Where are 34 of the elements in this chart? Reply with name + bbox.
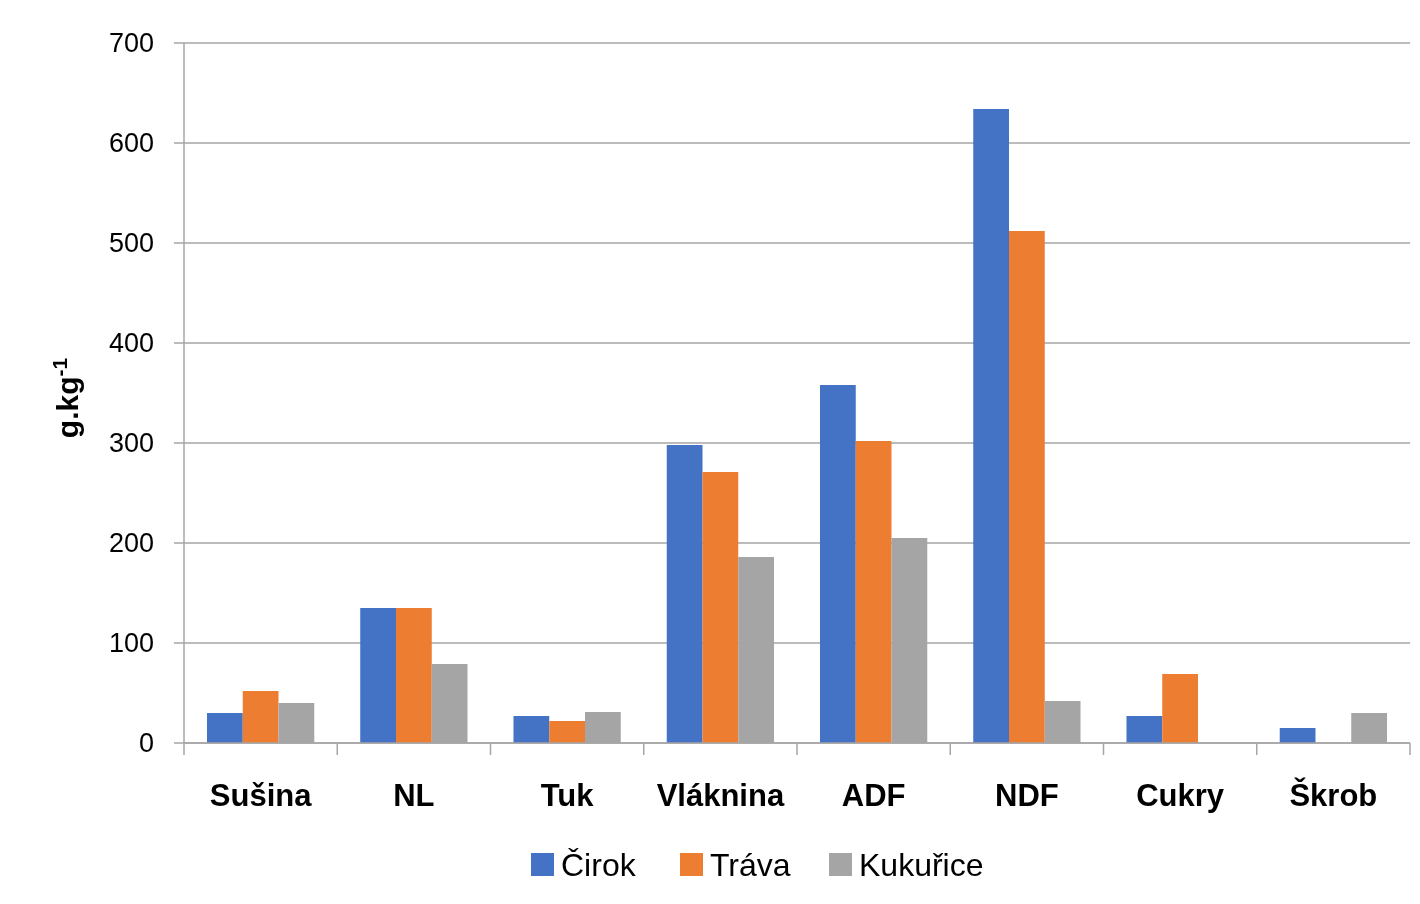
bar [396, 608, 432, 743]
bar [666, 445, 703, 743]
y-tick-label: 400 [108, 328, 154, 358]
x-tick-label: Škrob [1289, 776, 1378, 813]
y-tick-label: 500 [108, 228, 154, 258]
legend-label: Čirok [561, 847, 637, 883]
bar [242, 691, 279, 743]
bar [360, 608, 396, 743]
legend-label: Kukuřice [859, 847, 984, 883]
y-tick-label: 200 [108, 528, 154, 558]
x-tick-label: ADF [841, 777, 906, 813]
x-tick-label: NDF [995, 777, 1059, 813]
x-tick-label: Vláknina [656, 777, 785, 813]
x-tick-label: Cukry [1136, 777, 1225, 813]
legend-label: Tráva [710, 847, 791, 883]
x-tick-label: NL [393, 777, 435, 813]
y-tick-label: 300 [108, 428, 154, 458]
bar [206, 713, 243, 743]
y-tick-label: 700 [108, 28, 154, 58]
y-tick-label: 100 [108, 628, 154, 658]
bar [1126, 716, 1163, 743]
bar [1009, 231, 1045, 743]
bar [973, 109, 1009, 743]
x-tick-label: Sušina [209, 777, 313, 813]
bar [1279, 728, 1316, 743]
y-tick-label: 0 [138, 728, 154, 758]
bar [855, 441, 892, 743]
bar [819, 385, 856, 743]
bar [549, 721, 585, 743]
bar [702, 472, 739, 743]
bar [513, 716, 550, 743]
y-tick-label: 600 [108, 128, 154, 158]
x-tick-label: Tuk [540, 777, 595, 813]
bar [1162, 674, 1199, 743]
